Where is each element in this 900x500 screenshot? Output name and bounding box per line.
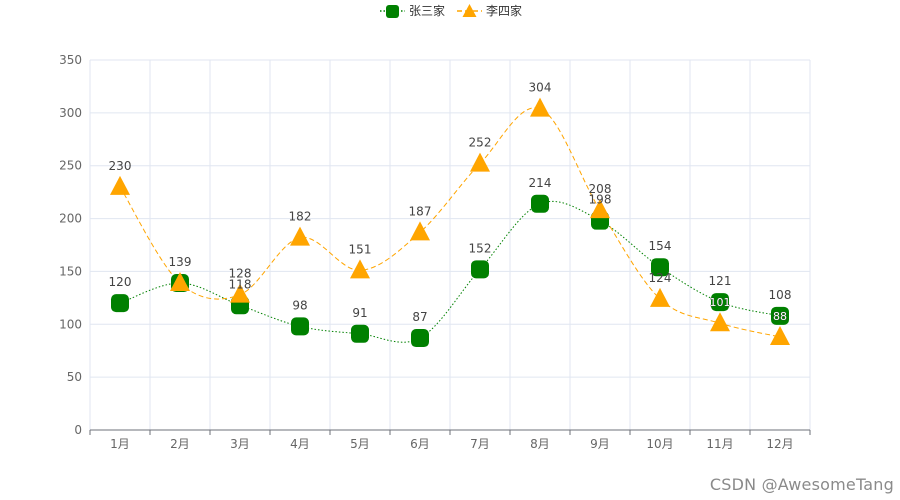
series-1-point[interactable]: [590, 199, 610, 219]
x-tick-label: 7月: [470, 437, 490, 451]
series-0-data-label: 198: [589, 193, 612, 207]
series-1-point[interactable]: [170, 272, 190, 292]
series-0-data-label: 139: [169, 255, 192, 269]
series-0-data-label: 91: [352, 306, 367, 320]
series-0-point[interactable]: [651, 258, 669, 277]
x-tick-label: 4月: [290, 437, 310, 451]
watermark: CSDN @AwesomeTang: [709, 475, 894, 494]
series-1-data-label: 187: [409, 204, 432, 218]
series-1-data-label: 304: [529, 81, 552, 95]
series-0-point[interactable]: [351, 324, 369, 343]
data-labels: 120 139 118 98 91 87 152 214 198 154 121 108 230 128 1…: [109, 81, 792, 324]
legend-label: 张三家: [409, 3, 445, 18]
x-tick-label: 8月: [530, 437, 550, 451]
series-0-point[interactable]: [411, 329, 429, 348]
series-1-point[interactable]: [710, 312, 730, 332]
y-tick-label: 0: [74, 423, 82, 437]
series-0-data-label: 87: [412, 310, 427, 324]
y-tick-label: 350: [59, 53, 82, 67]
series-1-point[interactable]: [470, 152, 490, 172]
series-1-data-label: 252: [469, 136, 492, 150]
y-tick-label: 300: [59, 106, 82, 120]
series-1-data-label: 208: [589, 182, 612, 196]
x-tick-label: 3月: [230, 437, 250, 451]
series-1-point[interactable]: [230, 283, 250, 303]
series-1-point[interactable]: [410, 221, 430, 241]
x-tick-label: 12月: [766, 437, 793, 451]
series-0-data-label: 118: [229, 277, 252, 291]
x-tick-label: 6月: [410, 437, 430, 451]
series-1-point[interactable]: [110, 175, 130, 195]
series-0-point[interactable]: [531, 194, 549, 213]
legend[interactable]: 张三家 李四家: [380, 3, 522, 18]
series-0-data-label: 214: [529, 176, 552, 190]
y-tick-label: 200: [59, 212, 82, 226]
series-0-point[interactable]: [711, 293, 729, 312]
legend-item-1[interactable]: 李四家: [457, 3, 522, 18]
series-0-data-label: 154: [649, 239, 672, 253]
series-0-point[interactable]: [471, 260, 489, 279]
series-1-data-label: 128: [229, 267, 252, 281]
series-0-inner-label: 101: [710, 296, 731, 309]
legend-label: 李四家: [486, 3, 522, 18]
series-1-point[interactable]: [530, 97, 550, 117]
series-1-point[interactable]: [350, 259, 370, 279]
y-tick-label: 150: [59, 264, 82, 278]
x-tick-label: 1月: [110, 437, 130, 451]
series-0-data-label: 121: [709, 274, 732, 288]
series-0-data-label: 108: [769, 288, 792, 302]
series-1-point[interactable]: [290, 226, 310, 246]
x-tick-label: 10月: [646, 437, 673, 451]
series-0-inner-label: 88: [773, 310, 787, 323]
y-tick-label: 100: [59, 317, 82, 331]
series-1-data-label: 151: [349, 242, 372, 256]
series-0-point[interactable]: [771, 306, 789, 325]
series-0-data-label: 98: [292, 298, 307, 312]
series-line-1: [119, 107, 781, 338]
series-0-data-label: 120: [109, 275, 132, 289]
x-tick-label: 2月: [170, 437, 190, 451]
series-1-data-label: 182: [289, 210, 312, 224]
series-1-point[interactable]: [770, 325, 790, 345]
legend-marker: [462, 4, 477, 17]
series-1-data-label: 124: [649, 271, 672, 285]
legend-item-0[interactable]: 张三家: [380, 3, 445, 18]
y-tick-label: 50: [67, 370, 82, 384]
axes: 0 50 100 150 200 250 300 350 1月 2月 3月 4月 5月 6月 7月 8月 9月 1…: [59, 53, 811, 451]
x-tick-label: 5月: [350, 437, 370, 451]
series-0-data-label: 152: [469, 241, 492, 255]
series-0-point[interactable]: [111, 294, 129, 313]
series-lines: [119, 107, 781, 343]
series-markers[interactable]: [110, 97, 790, 348]
grid: [89, 59, 811, 430]
y-tick-label: 250: [59, 159, 82, 173]
series-1-data-label: 230: [109, 159, 132, 173]
series-0-point[interactable]: [291, 317, 309, 336]
legend-marker: [386, 5, 399, 18]
x-tick-label: 9月: [590, 437, 610, 451]
series-1-point[interactable]: [650, 287, 670, 307]
x-tick-label: 11月: [706, 437, 733, 451]
